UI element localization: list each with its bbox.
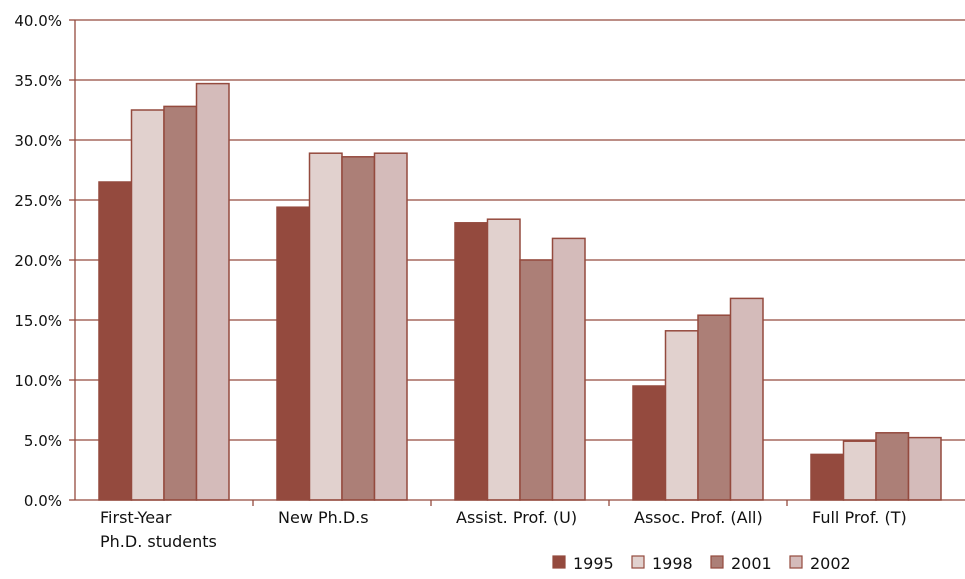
legend-label: 1995 <box>573 554 614 573</box>
x-tick-label: Full Prof. (T) <box>812 508 907 527</box>
legend-swatch-2001 <box>710 555 724 569</box>
legend-label: 2001 <box>731 554 772 573</box>
legend-swatch-1995 <box>552 555 566 569</box>
bar-1998 <box>486 218 521 501</box>
y-tick-label: 20.0% <box>14 252 62 270</box>
bar-1998 <box>130 109 165 501</box>
y-tick-label: 0.0% <box>24 492 62 510</box>
bar-1995 <box>276 206 311 501</box>
legend-label: 2002 <box>810 554 851 573</box>
bar-2002 <box>195 82 230 501</box>
y-tick-label: 30.0% <box>14 132 62 150</box>
y-tick-label: 5.0% <box>24 432 62 450</box>
bar-2001 <box>341 156 376 501</box>
axes <box>69 19 965 506</box>
x-tick-labels: First-Year Ph.D. students New Ph.D.s Assist… <box>100 508 907 551</box>
bar-2001 <box>697 314 732 501</box>
y-tick-label: 15.0% <box>14 312 62 330</box>
bar-2001 <box>163 105 198 501</box>
bar-2002 <box>373 152 408 501</box>
bar-2002 <box>551 237 586 501</box>
bar-2002 <box>907 436 942 501</box>
x-tick-label: First-Year <box>100 508 172 527</box>
y-tick-label: 40.0% <box>14 12 62 30</box>
bar-2001 <box>519 259 554 501</box>
bar-1998 <box>842 440 877 501</box>
y-tick-labels: 0.0% 5.0% 10.0% 15.0% 20.0% 25.0% 30.0% 35.0% 40… <box>14 12 62 510</box>
bar-1995 <box>454 222 489 501</box>
bar-1998 <box>664 330 699 501</box>
bar-2001 <box>875 432 910 501</box>
bars <box>98 82 942 501</box>
legend-swatch-2002 <box>789 555 803 569</box>
legend: 1995 1998 2001 2002 <box>552 554 851 573</box>
y-tick-label: 35.0% <box>14 72 62 90</box>
x-tick-label: Assist. Prof. (U) <box>456 508 577 527</box>
legend-label: 1998 <box>652 554 693 573</box>
bar-1998 <box>308 152 343 501</box>
legend-swatch-1998 <box>631 555 645 569</box>
x-tick-label: Ph.D. students <box>100 532 217 551</box>
x-tick-label: New Ph.D.s <box>278 508 369 527</box>
y-tick-label: 25.0% <box>14 192 62 210</box>
bar-1995 <box>632 385 667 501</box>
y-tick-label: 10.0% <box>14 372 62 390</box>
bar-1995 <box>98 181 133 501</box>
bar-2002 <box>729 297 764 501</box>
bar-1995 <box>810 453 845 501</box>
x-tick-label: Assoc. Prof. (All) <box>634 508 763 527</box>
